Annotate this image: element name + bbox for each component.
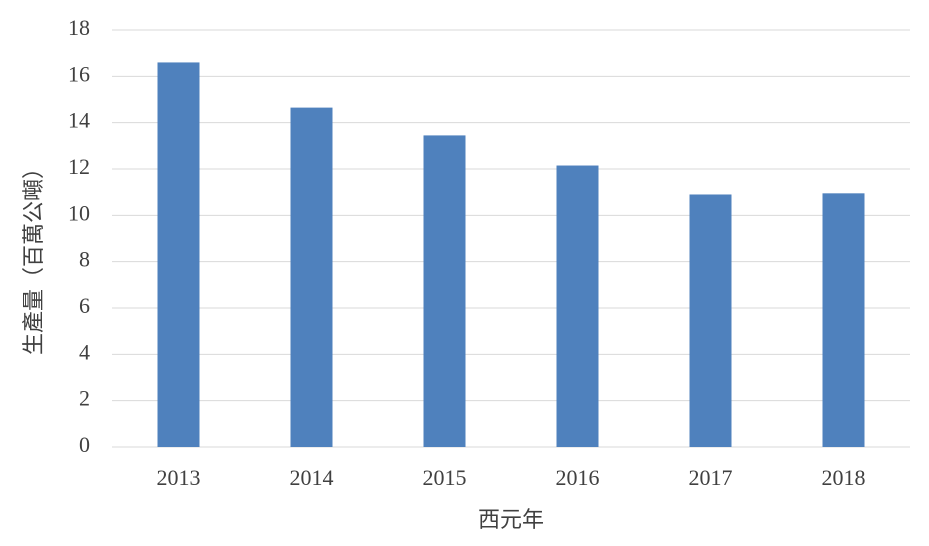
y-tick-label: 16 bbox=[68, 61, 90, 86]
y-tick-label: 18 bbox=[68, 15, 90, 40]
bar bbox=[423, 135, 466, 448]
y-tick-label: 12 bbox=[68, 154, 90, 179]
bar bbox=[290, 107, 333, 447]
x-tick-label: 2015 bbox=[423, 465, 467, 490]
bar bbox=[689, 194, 732, 447]
y-tick-label: 6 bbox=[79, 293, 90, 318]
x-tick-label: 2017 bbox=[689, 465, 733, 490]
y-tick-label: 0 bbox=[79, 432, 90, 457]
bar bbox=[556, 165, 599, 447]
x-tick-label: 2018 bbox=[822, 465, 866, 490]
bar bbox=[157, 62, 200, 447]
x-axis-label: 西元年 bbox=[478, 507, 544, 532]
y-tick-label: 4 bbox=[79, 339, 90, 364]
y-axis-label: 生產量（百萬公噸） bbox=[21, 157, 46, 355]
x-tick-label: 2014 bbox=[290, 465, 334, 490]
y-tick-label: 10 bbox=[68, 200, 90, 225]
y-tick-label: 8 bbox=[79, 247, 90, 272]
bar bbox=[822, 193, 865, 447]
y-tick-label: 14 bbox=[68, 108, 90, 133]
y-tick-label: 2 bbox=[79, 386, 90, 411]
x-tick-label: 2013 bbox=[157, 465, 201, 490]
x-tick-label: 2016 bbox=[556, 465, 600, 490]
